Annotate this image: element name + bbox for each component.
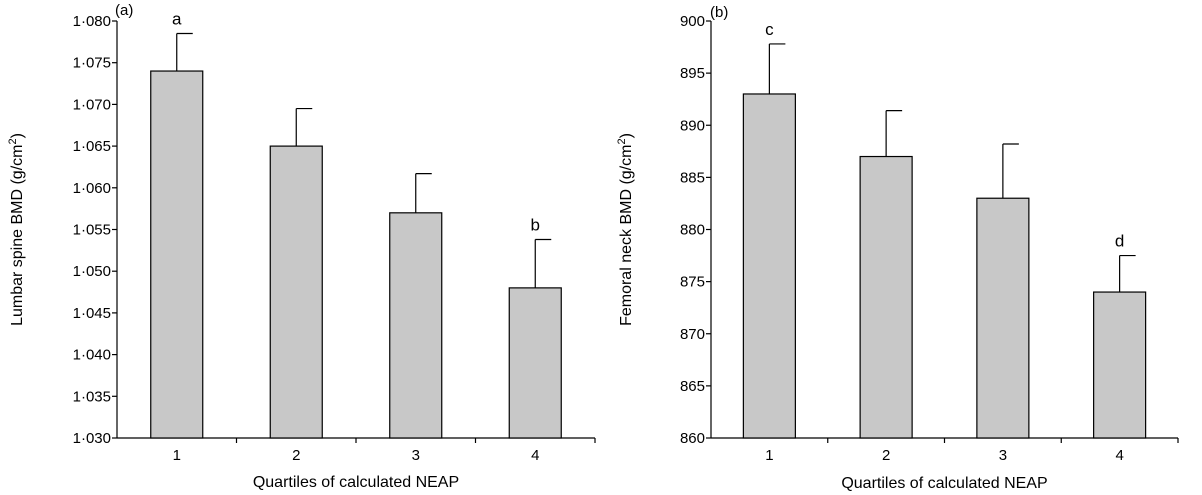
panel-b-y-tick-label: 865 <box>680 378 705 395</box>
panel-b-x-tick-label: 3 <box>999 447 1007 464</box>
panel-b-y-tick-label: 895 <box>680 65 705 82</box>
panel-a-x-tick-label: 2 <box>292 447 300 464</box>
panel-a-y-axis-title: Lumbar spine BMD (g/cm2) <box>7 133 26 326</box>
panel-b-label: (b) <box>710 4 728 21</box>
panel-a-bar <box>508 287 562 439</box>
panel-a-chart: (a) 1·030 1·035 1·040 1·045 1·050 1·055 1·060 1·… <box>7 2 596 491</box>
panel-a-y-tick-label: 1·050 <box>73 263 111 280</box>
panel-b-significance-letter: c <box>765 20 774 39</box>
panel-a-x-tick-label: 1 <box>173 447 181 464</box>
panel-a-significance-letter: a <box>172 10 182 29</box>
panel-b-bar <box>1093 291 1147 439</box>
panel-b-chart: (b) 860 865 870 875 880 885 890 895 900 c 1 2 3 d 4 Quar… <box>616 4 1179 492</box>
panel-a-y-tick-label: 1·055 <box>73 222 111 239</box>
panel-a-y-tick-label: 1·070 <box>73 96 111 113</box>
panel-b-bar <box>742 93 796 439</box>
panel-a-y-tick-label: 1·080 <box>73 13 111 30</box>
panel-b-bar <box>859 155 913 439</box>
panel-b-y-axis-title: Femoral neck BMD (g/cm2) <box>616 133 635 326</box>
panel-b-x-axis-title: Quartiles of calculated NEAP <box>841 475 1047 492</box>
panel-b-y-tick-label: 885 <box>680 169 705 186</box>
panel-a-significance-letter: b <box>531 216 540 235</box>
panel-b-y-tick-label: 870 <box>680 326 705 343</box>
panel-a-y-tick-label: 1·060 <box>73 180 111 197</box>
panel-a-x-tick-label: 3 <box>412 447 420 464</box>
panel-a-bar <box>389 212 443 439</box>
panel-b-bar <box>976 197 1030 439</box>
panel-a-y-tick-label: 1·040 <box>73 347 111 364</box>
panel-a-y-tick-label: 1·035 <box>73 388 111 405</box>
panel-a-y-tick-label: 1·065 <box>73 138 111 155</box>
panel-a-x-axis-title: Quartiles of calculated NEAP <box>253 474 459 491</box>
panel-a-x-tick-label: 4 <box>531 447 539 464</box>
panel-b-x-tick-label: 4 <box>1115 447 1123 464</box>
panel-a-bar <box>150 70 204 439</box>
panel-a-bar <box>269 145 323 439</box>
panel-b-significance-letter: d <box>1115 232 1124 251</box>
panel-b-y-tick-label: 900 <box>680 13 705 30</box>
panel-a-label: (a) <box>115 2 133 19</box>
panel-a-y-tick-label: 1·075 <box>73 55 111 72</box>
panel-a-y-tick-label: 1·045 <box>73 305 111 322</box>
panel-b-y-tick-label: 875 <box>680 274 705 291</box>
panel-b-x-tick-label: 2 <box>882 447 890 464</box>
panel-b-x-tick-label: 1 <box>765 447 773 464</box>
panel-a-y-tick-label: 1·030 <box>73 430 111 447</box>
panel-b-y-tick-label: 890 <box>680 117 705 134</box>
panel-b-y-tick-label: 860 <box>680 430 705 447</box>
panel-b-y-tick-label: 880 <box>680 222 705 239</box>
